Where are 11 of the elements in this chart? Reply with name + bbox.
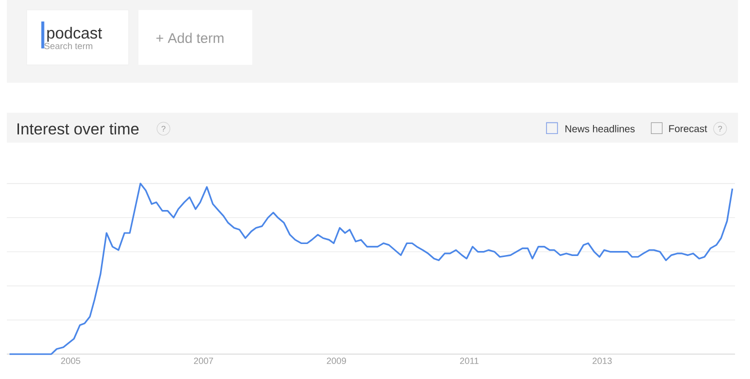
x-tick-label: 2005 xyxy=(61,358,80,364)
x-tick-label: 2013 xyxy=(592,358,612,364)
text: News headlines xyxy=(565,124,635,132)
x-tick-label: 2011 xyxy=(460,358,478,364)
x-tick-label: 2007 xyxy=(194,358,214,364)
chart-title: Interest over time xyxy=(18,122,139,135)
legend-label: podcast xyxy=(47,26,102,42)
text: Forecast xyxy=(669,125,708,132)
text: + Add term xyxy=(156,32,224,44)
text: Search term xyxy=(44,42,92,50)
x-tick-label: 2009 xyxy=(326,358,346,364)
